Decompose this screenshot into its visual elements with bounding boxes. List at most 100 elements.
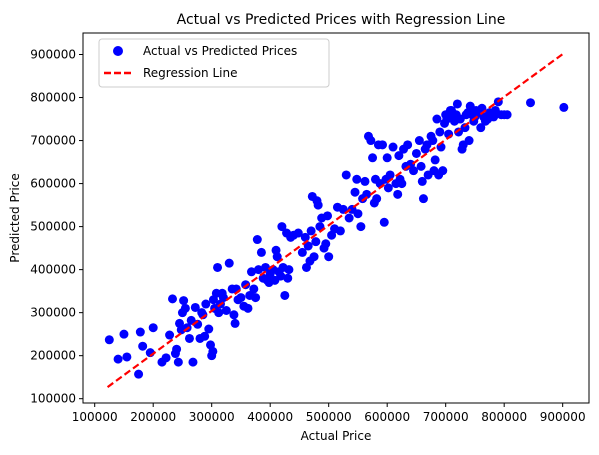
legend-label-line: Regression Line [143, 66, 237, 80]
scatter-point [379, 217, 389, 227]
scatter-point [190, 302, 200, 312]
scatter-point [224, 258, 234, 268]
scatter-point [200, 331, 210, 341]
scatter-point [204, 324, 214, 334]
scatter-point [324, 252, 334, 262]
scatter-point [416, 161, 426, 171]
scatter-point [397, 179, 407, 189]
scatter-point [256, 247, 266, 257]
scatter-point [321, 239, 331, 249]
scatter-point [430, 155, 440, 165]
scatter-point [306, 226, 316, 236]
scatter-point [385, 170, 395, 180]
legend-box [98, 38, 330, 88]
legend-scatter-marker [113, 46, 123, 56]
scatter-point [403, 140, 413, 150]
scatter-point [309, 252, 319, 262]
scatter-point [165, 330, 175, 340]
axes-background [83, 33, 589, 403]
scatter-point [476, 123, 486, 133]
scatter-point [313, 200, 323, 210]
scatter-point [179, 296, 189, 306]
scatter-point [113, 354, 123, 364]
scatter-point [208, 346, 218, 356]
x-tick-label: 900000 [540, 410, 586, 424]
scatter-point [372, 194, 382, 204]
scatter-point [173, 357, 183, 367]
scatter-point [138, 341, 148, 351]
scatter-point [188, 357, 198, 367]
scatter-point [409, 166, 419, 176]
scatter-point [134, 369, 144, 379]
scatter-point [221, 306, 231, 315]
scatter-point [283, 273, 293, 283]
scatter-point [297, 247, 307, 257]
scatter-point [356, 222, 366, 232]
scatter-point [172, 344, 182, 354]
scatter-point [335, 226, 345, 236]
y-tick-label: 500000 [30, 220, 76, 234]
x-axis-ticks: 100000 200000 300000 400000 500000 600000 7000… [72, 403, 586, 424]
scatter-point [366, 136, 376, 146]
scatter-point [277, 222, 287, 232]
scatter-point [168, 294, 177, 304]
y-tick-label: 300000 [30, 306, 76, 320]
scatter-point [353, 209, 363, 219]
scatter-point [368, 153, 378, 163]
scatter-point [393, 189, 403, 199]
scatter-point [119, 329, 129, 339]
x-tick-label: 500000 [306, 410, 352, 424]
scatter-point [323, 211, 333, 221]
scatter-point [411, 148, 421, 158]
scatter-point [284, 265, 294, 275]
scatter-point [378, 140, 388, 150]
x-tick-label: 800000 [481, 410, 527, 424]
scatter-point [230, 318, 240, 328]
scatter-point [414, 136, 424, 146]
scatter-point [311, 237, 321, 247]
legend-label-scatter: Actual vs Predicted Prices [143, 44, 297, 58]
scatter-point [276, 271, 286, 281]
scatter-point [201, 299, 211, 309]
scatter-point [559, 102, 569, 112]
scatter-point [213, 262, 223, 272]
y-axis-label: Predicted Price [8, 173, 22, 262]
scatter-point [272, 252, 282, 262]
scatter-point [452, 99, 462, 109]
plot-area [83, 33, 589, 403]
scatter-point [417, 176, 427, 186]
scatter-point [502, 110, 512, 120]
scatter-point [350, 187, 360, 197]
y-tick-label: 600000 [30, 177, 76, 191]
scatter-point [180, 303, 190, 313]
scatter-point [526, 98, 535, 108]
scatter-point [362, 189, 372, 199]
scatter-point [184, 333, 194, 343]
scatter-point [388, 142, 398, 152]
scatter-point [198, 310, 208, 320]
scatter-point [104, 335, 114, 345]
x-axis-label: Actual Price [301, 429, 372, 443]
axes-border [82, 32, 590, 404]
scatter-point [394, 151, 404, 161]
y-tick-label: 700000 [30, 134, 76, 148]
x-tick-label: 300000 [189, 410, 235, 424]
scatter-point [293, 228, 303, 238]
scatter-point [303, 241, 313, 251]
scatter-point [464, 136, 474, 146]
scatter-point [460, 123, 470, 133]
legend: Actual vs Predicted Prices Regression Li… [98, 38, 330, 88]
scatter-point [432, 114, 442, 124]
y-axis-ticks: 100000 200000 300000 400000 500000 600000 7000… [30, 48, 83, 406]
scatter-point [382, 153, 392, 163]
scatter-point [253, 265, 263, 275]
scatter-point [229, 310, 239, 320]
scatter-point [344, 213, 354, 223]
x-tick-label: 600000 [364, 410, 410, 424]
scatter-point [214, 308, 224, 318]
scatter-point [135, 327, 145, 337]
scatter-point [236, 293, 246, 303]
scatter-point [246, 267, 256, 277]
scatter-point [249, 284, 259, 294]
